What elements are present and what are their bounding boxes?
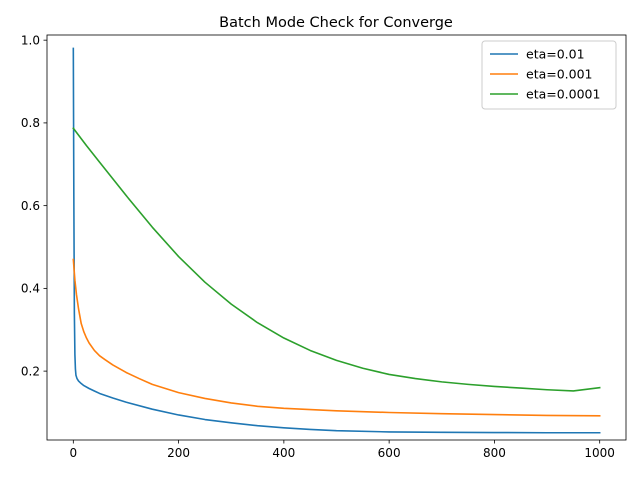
y-axis: 0.2 0.4 0.6 0.8 1.0 (21, 33, 47, 378)
x-tick-label: 200 (167, 446, 190, 460)
y-tick-label: 0.4 (21, 282, 40, 296)
x-tick-label: 1000 (584, 446, 615, 460)
y-tick-label: 0.8 (21, 116, 40, 130)
series-line-1 (72, 47, 601, 434)
x-axis: 0 200 400 600 800 1000 (69, 440, 615, 460)
series-line-3 (72, 127, 601, 392)
legend-label: eta=0.001 (526, 67, 593, 82)
x-tick-label: 400 (272, 446, 295, 460)
axes-border (46, 34, 627, 441)
legend-box (481, 40, 617, 110)
plot-area (72, 47, 601, 434)
y-tick-label: 0.6 (21, 199, 40, 213)
y-tick-label: 1.0 (21, 33, 40, 47)
chart-title: Batch Mode Check for Converge (219, 15, 453, 31)
axes-frame (46, 34, 627, 441)
x-tick-label: 0 (69, 446, 77, 460)
x-tick-label: 600 (378, 446, 401, 460)
series-line-2 (72, 258, 601, 417)
x-tick-label: 800 (483, 446, 506, 460)
legend: eta=0.01 eta=0.001 eta=0.0001 (481, 40, 617, 110)
y-tick-label: 0.2 (21, 364, 40, 378)
legend-label: eta=0.0001 (526, 87, 600, 102)
legend-label: eta=0.01 (526, 47, 585, 62)
